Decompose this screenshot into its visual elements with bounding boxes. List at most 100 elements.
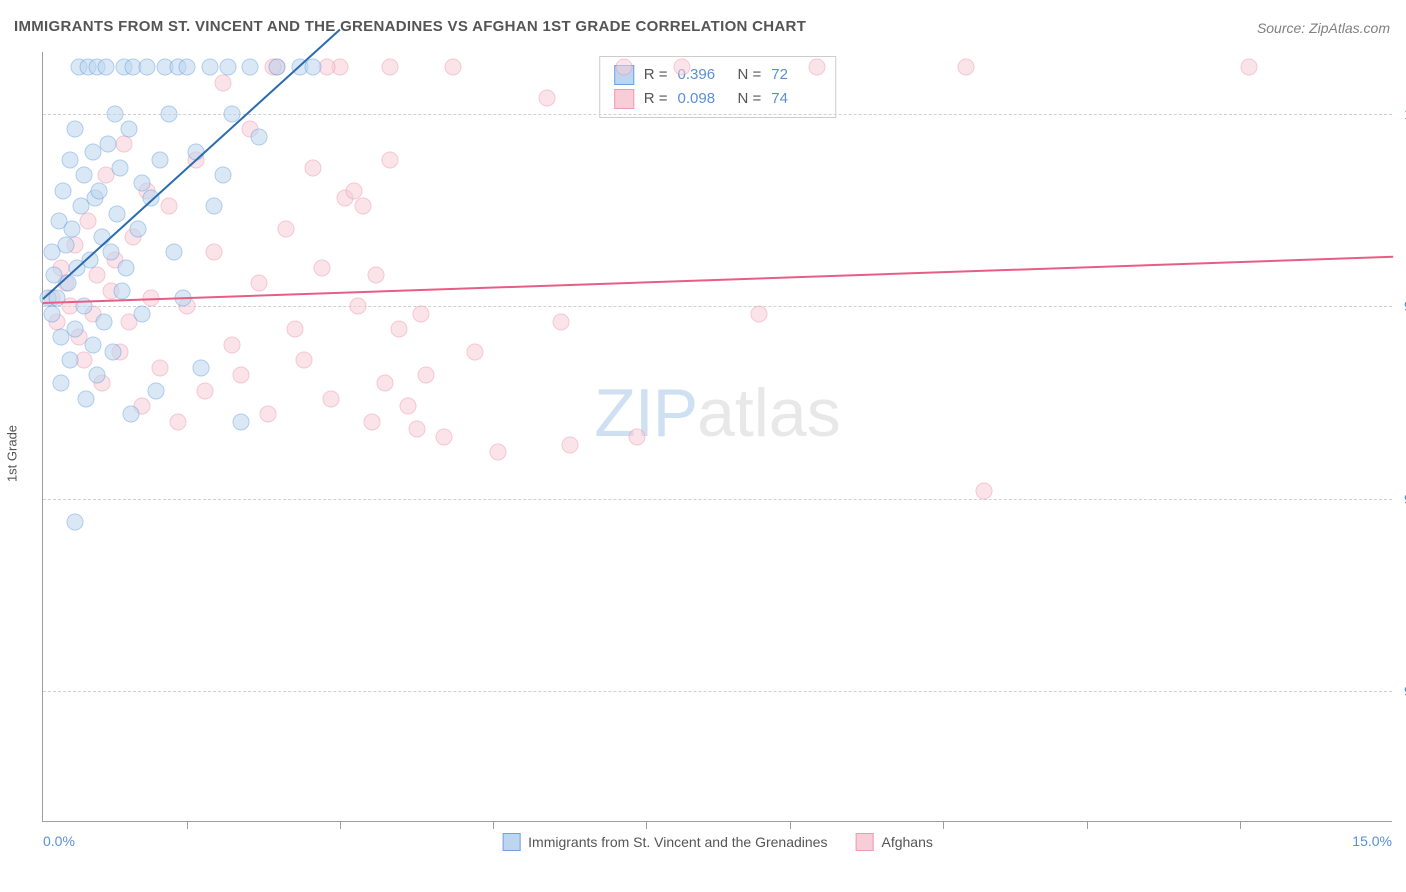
scatter-point-a: [54, 182, 71, 199]
watermark-zip: ZIP: [594, 375, 697, 451]
gridline: [43, 306, 1392, 307]
source-label: Source: ZipAtlas.com: [1257, 20, 1390, 36]
scatter-point-b: [206, 244, 223, 261]
scatter-point-b: [350, 298, 367, 315]
scatter-point-a: [89, 367, 106, 384]
scatter-point-b: [197, 382, 214, 399]
x-tick: [790, 821, 791, 829]
scatter-point-a: [53, 375, 70, 392]
scatter-point-b: [161, 198, 178, 215]
scatter-point-a: [66, 121, 83, 138]
scatter-point-b: [390, 321, 407, 338]
scatter-point-a: [233, 413, 250, 430]
scatter-point-a: [134, 174, 151, 191]
scatter-point-a: [117, 259, 134, 276]
scatter-point-a: [215, 167, 232, 184]
legend-swatch-b: [614, 89, 634, 109]
y-tick-label: 92.5%: [1396, 683, 1406, 699]
x-max-label: 15.0%: [1352, 833, 1392, 849]
legend-row-b: R = 0.098 N = 74: [614, 87, 822, 111]
gridline: [43, 499, 1392, 500]
scatter-point-b: [278, 221, 295, 238]
scatter-point-b: [287, 321, 304, 338]
scatter-point-a: [62, 352, 79, 369]
scatter-point-b: [444, 59, 461, 76]
x-tick: [493, 821, 494, 829]
scatter-point-b: [399, 398, 416, 415]
n-label-a: N =: [738, 63, 762, 87]
watermark-atlas: atlas: [697, 375, 841, 451]
scatter-point-a: [66, 513, 83, 530]
scatter-point-a: [66, 321, 83, 338]
legend-label-a: Immigrants from St. Vincent and the Gren…: [528, 834, 827, 850]
scatter-point-b: [417, 367, 434, 384]
scatter-point-a: [102, 244, 119, 261]
scatter-point-a: [147, 382, 164, 399]
scatter-point-a: [98, 59, 115, 76]
y-axis-label: 1st Grade: [5, 425, 20, 482]
scatter-point-a: [99, 136, 116, 153]
scatter-point-a: [152, 151, 169, 168]
scatter-point-a: [44, 305, 61, 322]
n-label-b: N =: [738, 87, 762, 111]
scatter-point-b: [305, 159, 322, 176]
scatter-point-a: [111, 159, 128, 176]
scatter-point-a: [105, 344, 122, 361]
scatter-point-b: [224, 336, 241, 353]
scatter-point-b: [413, 305, 430, 322]
scatter-point-a: [108, 205, 125, 222]
scatter-point-b: [215, 74, 232, 91]
scatter-point-a: [96, 313, 113, 330]
scatter-point-b: [345, 182, 362, 199]
scatter-point-b: [674, 59, 691, 76]
y-tick-label: 95.0%: [1396, 491, 1406, 507]
n-value-b: 74: [771, 87, 821, 111]
scatter-point-b: [539, 90, 556, 107]
scatter-point-a: [63, 221, 80, 238]
y-tick-label: 100.0%: [1396, 106, 1406, 122]
r-label-a: R =: [644, 63, 668, 87]
scatter-point-a: [114, 282, 131, 299]
scatter-point-a: [179, 59, 196, 76]
legend-row-a: R = 0.396 N = 72: [614, 63, 822, 87]
scatter-point-b: [233, 367, 250, 384]
scatter-point-b: [116, 136, 133, 153]
scatter-point-b: [408, 421, 425, 438]
scatter-point-a: [206, 198, 223, 215]
x-tick: [646, 821, 647, 829]
scatter-point-b: [552, 313, 569, 330]
scatter-point-b: [629, 429, 646, 446]
legend-swatch-icon: [502, 833, 520, 851]
scatter-point-a: [192, 359, 209, 376]
scatter-point-a: [62, 151, 79, 168]
scatter-point-b: [975, 482, 992, 499]
legend-item-b: Afghans: [855, 833, 932, 851]
scatter-point-b: [750, 305, 767, 322]
trend-line-b: [43, 256, 1393, 304]
scatter-point-a: [107, 105, 124, 122]
scatter-point-a: [84, 144, 101, 161]
gridline: [43, 691, 1392, 692]
scatter-point-b: [561, 436, 578, 453]
scatter-point-a: [120, 121, 137, 138]
legend-item-a: Immigrants from St. Vincent and the Gren…: [502, 833, 827, 851]
x-tick: [1240, 821, 1241, 829]
scatter-point-a: [78, 390, 95, 407]
scatter-point-a: [57, 236, 74, 253]
x-tick: [943, 821, 944, 829]
scatter-point-a: [219, 59, 236, 76]
scatter-point-a: [138, 59, 155, 76]
x-tick: [187, 821, 188, 829]
scatter-point-b: [957, 59, 974, 76]
x-tick: [1087, 821, 1088, 829]
r-value-b: 0.098: [678, 87, 728, 111]
scatter-point-a: [242, 59, 259, 76]
scatter-point-b: [381, 59, 398, 76]
legend-label-b: Afghans: [881, 834, 932, 850]
scatter-point-a: [161, 105, 178, 122]
scatter-point-a: [75, 167, 92, 184]
scatter-point-b: [354, 198, 371, 215]
plot-area: ZIPatlas R = 0.396 N = 72 R = 0.098 N = …: [42, 52, 1392, 822]
scatter-point-a: [269, 59, 286, 76]
scatter-point-a: [201, 59, 218, 76]
